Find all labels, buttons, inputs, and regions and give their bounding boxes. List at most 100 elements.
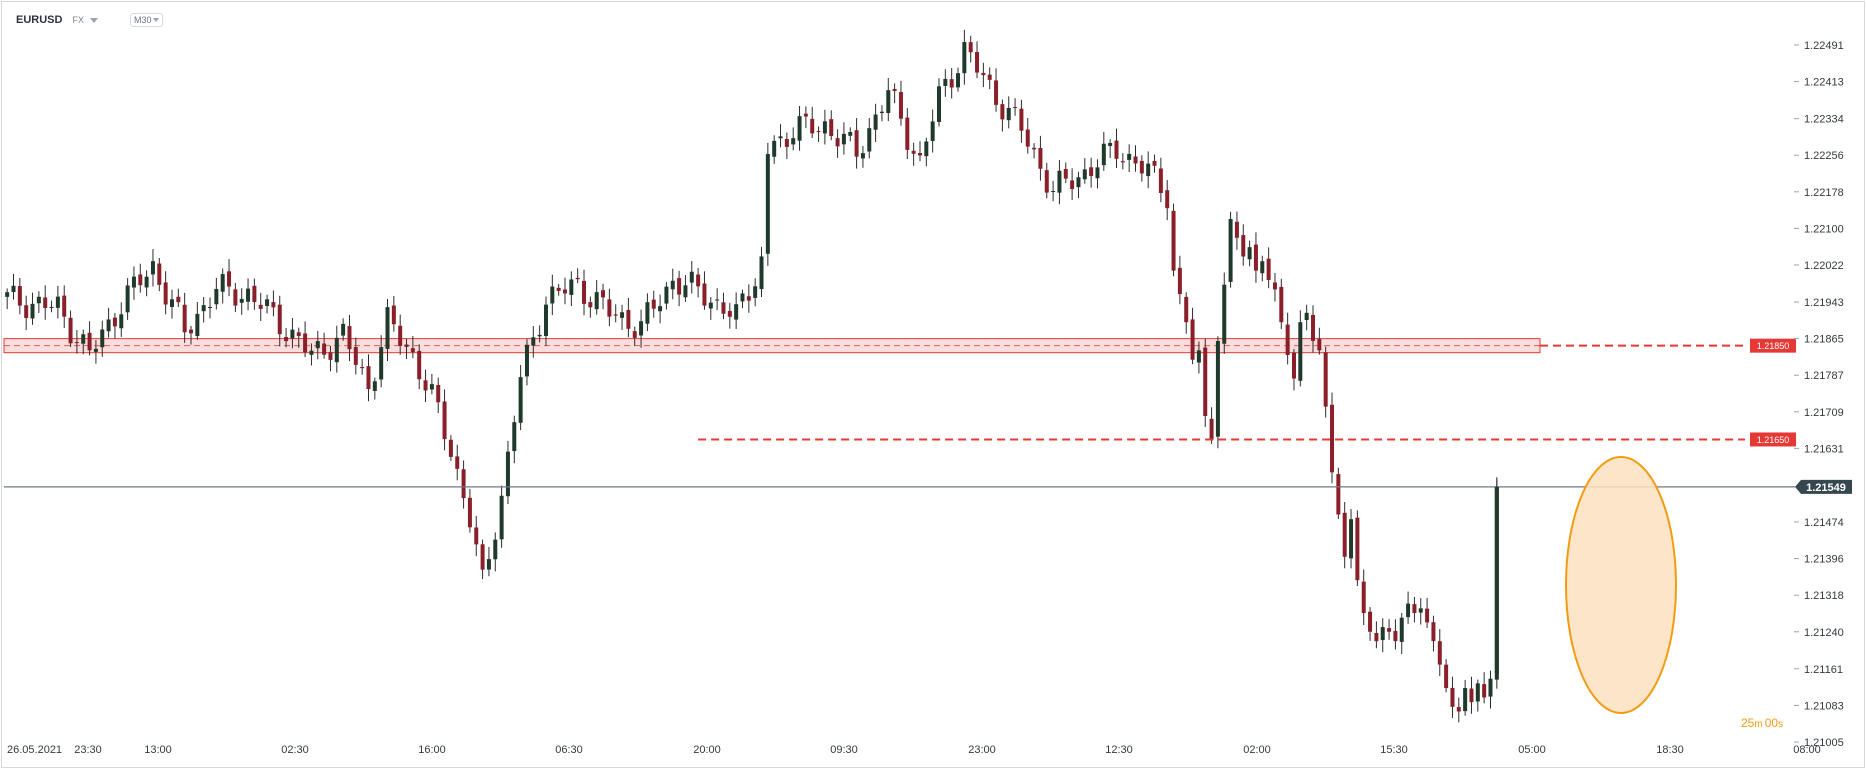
candle-body — [461, 469, 466, 499]
candle — [1013, 98, 1018, 116]
candle — [62, 285, 67, 328]
time-tick-label: 15:30 — [1380, 744, 1408, 756]
candle-body — [543, 304, 548, 336]
price-tick-label: 1.22413 — [1804, 77, 1844, 89]
candle — [670, 268, 675, 300]
candle — [467, 488, 472, 533]
candle — [366, 354, 371, 402]
exchange-selector[interactable]: FX — [72, 15, 98, 25]
candle-body — [1120, 161, 1125, 163]
candle — [930, 109, 935, 153]
candle-body — [898, 92, 903, 119]
candle-body — [208, 307, 213, 309]
candle — [994, 68, 999, 112]
candle-body — [1025, 129, 1030, 147]
candle-body — [1101, 143, 1106, 166]
time-axis: 26.05.2021 23:30 13:00 02:30 16:00 06:30 20:00… — [7, 744, 1821, 756]
candle-body — [398, 325, 403, 346]
highlight-layer — [1494, 456, 1677, 714]
candle-body — [791, 138, 796, 145]
candle — [309, 343, 314, 366]
candle — [208, 297, 213, 319]
support-zone-layer — [3, 338, 1541, 354]
candle — [493, 532, 498, 572]
candle-body — [835, 138, 840, 147]
candle — [436, 377, 441, 413]
candle — [1139, 155, 1144, 182]
candle-body — [11, 285, 16, 293]
candle — [404, 338, 409, 359]
candle-body — [169, 299, 174, 307]
candle — [1146, 151, 1151, 189]
candle-body — [715, 299, 720, 301]
candle-body — [265, 299, 270, 307]
candle-body — [125, 285, 130, 313]
candle-body — [594, 292, 599, 310]
candle — [258, 292, 263, 322]
symbol-name[interactable]: EURUSD — [16, 14, 63, 26]
candle — [715, 288, 720, 311]
candle — [860, 145, 865, 168]
candle-body — [220, 274, 225, 292]
candle — [924, 137, 929, 167]
candle — [442, 389, 447, 451]
candle — [848, 127, 853, 142]
candle-body — [930, 121, 935, 141]
time-tick-label: 18:30 — [1656, 744, 1684, 756]
candle — [125, 278, 130, 320]
candle — [1133, 145, 1138, 172]
candle-body — [417, 350, 422, 380]
level-lines-layer: 1.21850 1.21650 1.21549 — [4, 338, 1852, 494]
candle — [791, 127, 796, 151]
candle — [1412, 596, 1417, 623]
timeframe-selector[interactable]: M30 — [129, 13, 164, 27]
candle-body — [797, 116, 802, 141]
candle-body — [1184, 296, 1189, 323]
candle — [734, 292, 739, 330]
candle — [1184, 292, 1189, 334]
candle-body — [1247, 247, 1252, 260]
candle-body — [81, 334, 86, 344]
price-tick-label: 1.22100 — [1804, 223, 1844, 235]
candle — [1266, 247, 1271, 289]
candle-body — [442, 401, 447, 440]
time-tick-label: 05:00 — [1518, 744, 1546, 756]
candle — [220, 268, 225, 304]
candle — [1393, 619, 1398, 650]
candle-body — [353, 347, 358, 365]
candle-body — [1070, 180, 1075, 190]
candle — [1209, 407, 1214, 444]
price-tick-label: 1.21474 — [1804, 517, 1844, 529]
candle-body — [1298, 322, 1303, 381]
candle-body — [765, 154, 770, 254]
candle-body — [1095, 167, 1100, 179]
candle-body — [1482, 684, 1487, 698]
candle — [987, 67, 992, 90]
candle-body — [303, 333, 308, 353]
candle-body — [505, 451, 510, 497]
candle — [658, 294, 663, 324]
candle-body — [366, 366, 371, 390]
candle — [1196, 341, 1201, 374]
candle — [677, 270, 682, 307]
candle — [1070, 168, 1075, 201]
price-tick-label: 1.22178 — [1804, 187, 1844, 199]
candle — [626, 297, 631, 338]
candle — [1456, 697, 1461, 723]
candle-body — [290, 329, 295, 339]
candle — [182, 292, 187, 343]
candle — [740, 289, 745, 309]
candle-body — [879, 111, 884, 114]
candle-body — [455, 456, 460, 469]
candle-body — [937, 86, 941, 122]
candle — [797, 105, 802, 151]
candle — [1406, 591, 1411, 624]
candle — [905, 108, 910, 159]
candle-body — [1190, 319, 1195, 360]
candle-body — [645, 302, 650, 324]
candle — [1120, 153, 1125, 170]
candle-body — [1044, 170, 1049, 193]
candle — [68, 310, 73, 348]
candle-body — [721, 302, 726, 314]
